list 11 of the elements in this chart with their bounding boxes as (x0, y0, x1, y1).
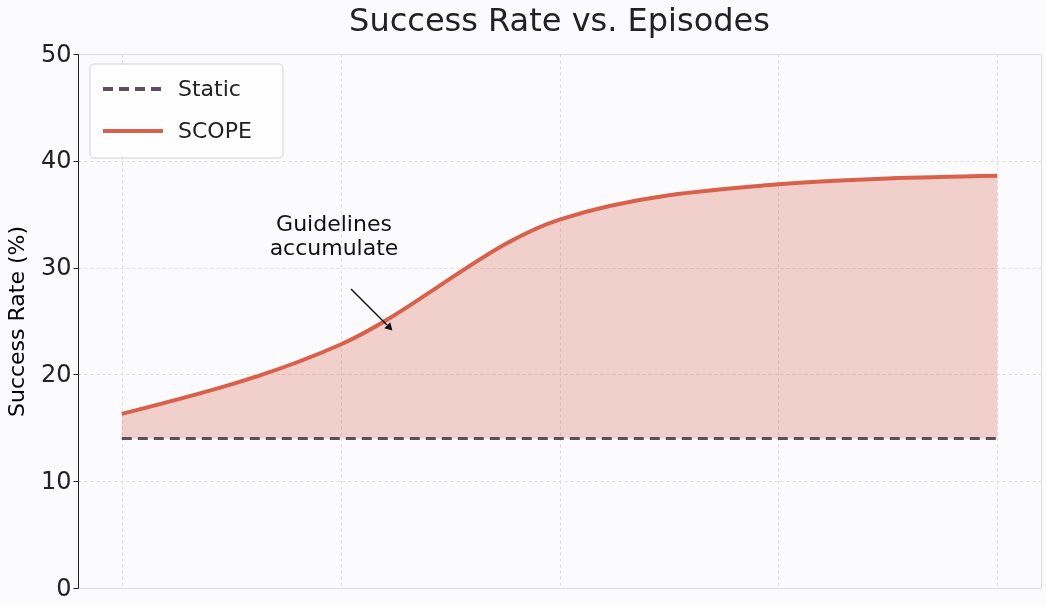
y-tick-label: 0 (56, 573, 72, 602)
y-axis-title: Success Rate (%) (3, 225, 29, 418)
y-tick-label: 40 (40, 146, 72, 175)
y-tick-label: 30 (40, 253, 72, 282)
legend-label: SCOPE (178, 118, 252, 143)
y-tick-label: 50 (40, 39, 72, 68)
y-tick-label: 10 (40, 466, 72, 495)
legend-label: Static (178, 76, 241, 101)
chart-title: Success Rate vs. Episodes (349, 1, 770, 39)
annotation: Guidelines accumulate (269, 211, 399, 260)
y-tick-label: 20 (40, 359, 72, 388)
